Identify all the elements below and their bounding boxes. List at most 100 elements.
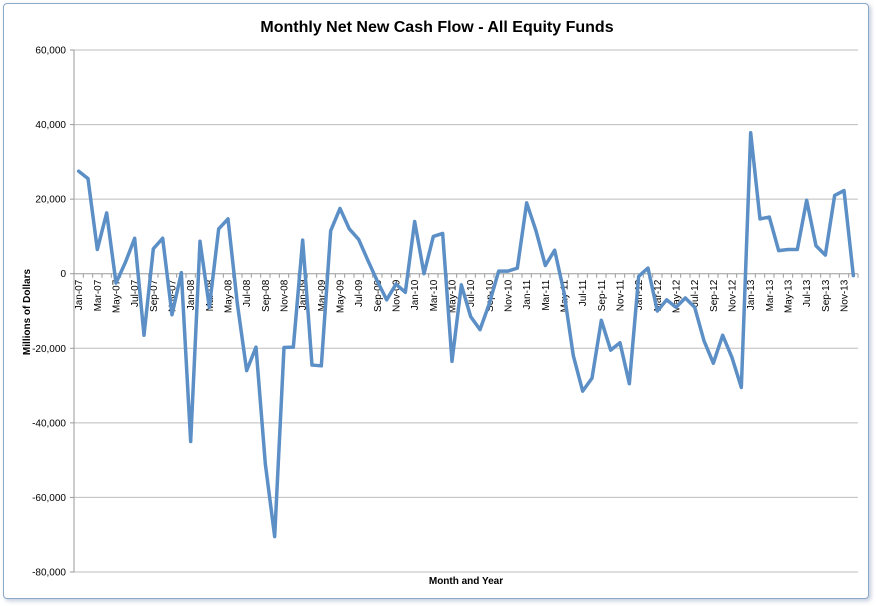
data-point	[357, 237, 361, 241]
data-point	[375, 279, 379, 283]
data-point	[151, 247, 155, 251]
data-point	[189, 440, 193, 443]
data-point	[123, 261, 127, 265]
data-point	[254, 345, 258, 349]
x-tick-label: Jul-11	[578, 279, 589, 306]
x-tick-label: Sep-08	[261, 279, 272, 312]
data-point	[459, 283, 463, 287]
x-tick-label: May-12	[672, 279, 683, 313]
x-tick-label: Sep-07	[149, 279, 160, 312]
data-point	[795, 247, 799, 251]
data-point	[655, 309, 659, 313]
x-tick-label: Mar-13	[765, 279, 776, 311]
data-point	[842, 189, 846, 193]
x-tick-label: Sep-13	[821, 279, 832, 312]
data-point	[497, 269, 501, 273]
x-tick-label: Nov-12	[728, 279, 739, 312]
data-point	[441, 231, 445, 235]
data-point	[114, 281, 118, 285]
data-point	[851, 274, 855, 278]
data-point	[618, 341, 622, 345]
x-tick-label: Nov-07	[168, 279, 179, 312]
data-point	[142, 333, 146, 337]
x-tick-label: May-08	[224, 279, 235, 313]
data-point	[609, 348, 613, 352]
data-point	[338, 206, 342, 210]
series-line	[76, 131, 856, 539]
data-point	[823, 253, 827, 257]
x-tick-label: Mar-11	[541, 279, 552, 310]
y-tick-label: 0	[60, 269, 66, 280]
data-point	[329, 229, 333, 233]
x-tick-label: Nov-08	[280, 279, 291, 312]
x-tick-label: Jan-07	[74, 279, 85, 310]
data-point	[562, 290, 566, 294]
data-point	[77, 169, 81, 173]
data-point	[310, 363, 314, 367]
data-point	[543, 264, 547, 268]
data-point	[637, 274, 641, 278]
x-tick-label: Jan-08	[186, 279, 197, 310]
data-point	[301, 238, 305, 242]
data-point	[487, 302, 491, 306]
data-point	[525, 201, 529, 205]
data-point	[161, 236, 165, 240]
data-point	[282, 346, 286, 350]
data-point	[805, 198, 809, 202]
data-point	[245, 369, 249, 373]
data-point	[403, 290, 407, 294]
y-tick-label: 60,000	[35, 46, 66, 57]
x-tick-label: Nov-11	[616, 279, 627, 311]
x-tick-label: Jan-10	[410, 279, 421, 310]
x-tick-label: Sep-11	[597, 279, 608, 311]
y-tick-label: -40,000	[32, 418, 66, 429]
series-points	[77, 131, 855, 539]
x-tick-label: Mar-10	[429, 279, 440, 311]
data-point	[646, 266, 650, 270]
y-tick-label: -80,000	[32, 568, 66, 579]
data-point	[786, 247, 790, 251]
data-point	[739, 385, 743, 389]
x-tick-label: Jan-13	[746, 279, 757, 310]
data-point	[599, 318, 603, 322]
data-point	[590, 376, 594, 380]
y-tick-label: 20,000	[35, 195, 66, 206]
data-point	[627, 382, 631, 386]
data-point	[394, 282, 398, 286]
x-tick-label: May-09	[336, 279, 347, 313]
data-point	[730, 356, 734, 360]
data-point	[263, 462, 267, 466]
x-tick-label: Jan-12	[634, 279, 645, 310]
data-point	[235, 302, 239, 306]
data-point	[478, 328, 482, 332]
data-point	[385, 298, 389, 302]
x-tick-label: May-07	[112, 279, 123, 313]
x-tick-label: Jul-07	[130, 279, 141, 307]
data-point	[431, 234, 435, 238]
data-point	[133, 236, 137, 240]
data-point	[674, 305, 678, 309]
y-tick-label: 40,000	[35, 120, 66, 131]
x-tick-label: Mar-09	[317, 279, 328, 311]
data-point	[273, 535, 277, 539]
data-point	[319, 364, 323, 368]
data-point	[721, 333, 725, 337]
data-point	[469, 315, 473, 319]
data-point	[291, 345, 295, 349]
chart-title: Monthly Net New Cash Flow - All Equity F…	[260, 19, 613, 36]
x-tick-label: Jul-09	[354, 279, 365, 307]
x-tick-label: Jul-10	[466, 279, 477, 307]
x-tick-label: Jul-12	[690, 279, 701, 307]
x-tick-label: Sep-09	[373, 279, 384, 312]
x-tick-label: Nov-13	[840, 279, 851, 312]
data-point	[422, 272, 426, 276]
data-point	[506, 269, 510, 273]
x-tick-label: Mar-07	[93, 279, 104, 311]
data-point	[711, 361, 715, 365]
data-point	[777, 249, 781, 253]
x-axis-label: Month and Year	[429, 576, 503, 587]
data-point	[366, 259, 370, 263]
data-point	[450, 359, 454, 363]
data-point	[105, 211, 109, 215]
